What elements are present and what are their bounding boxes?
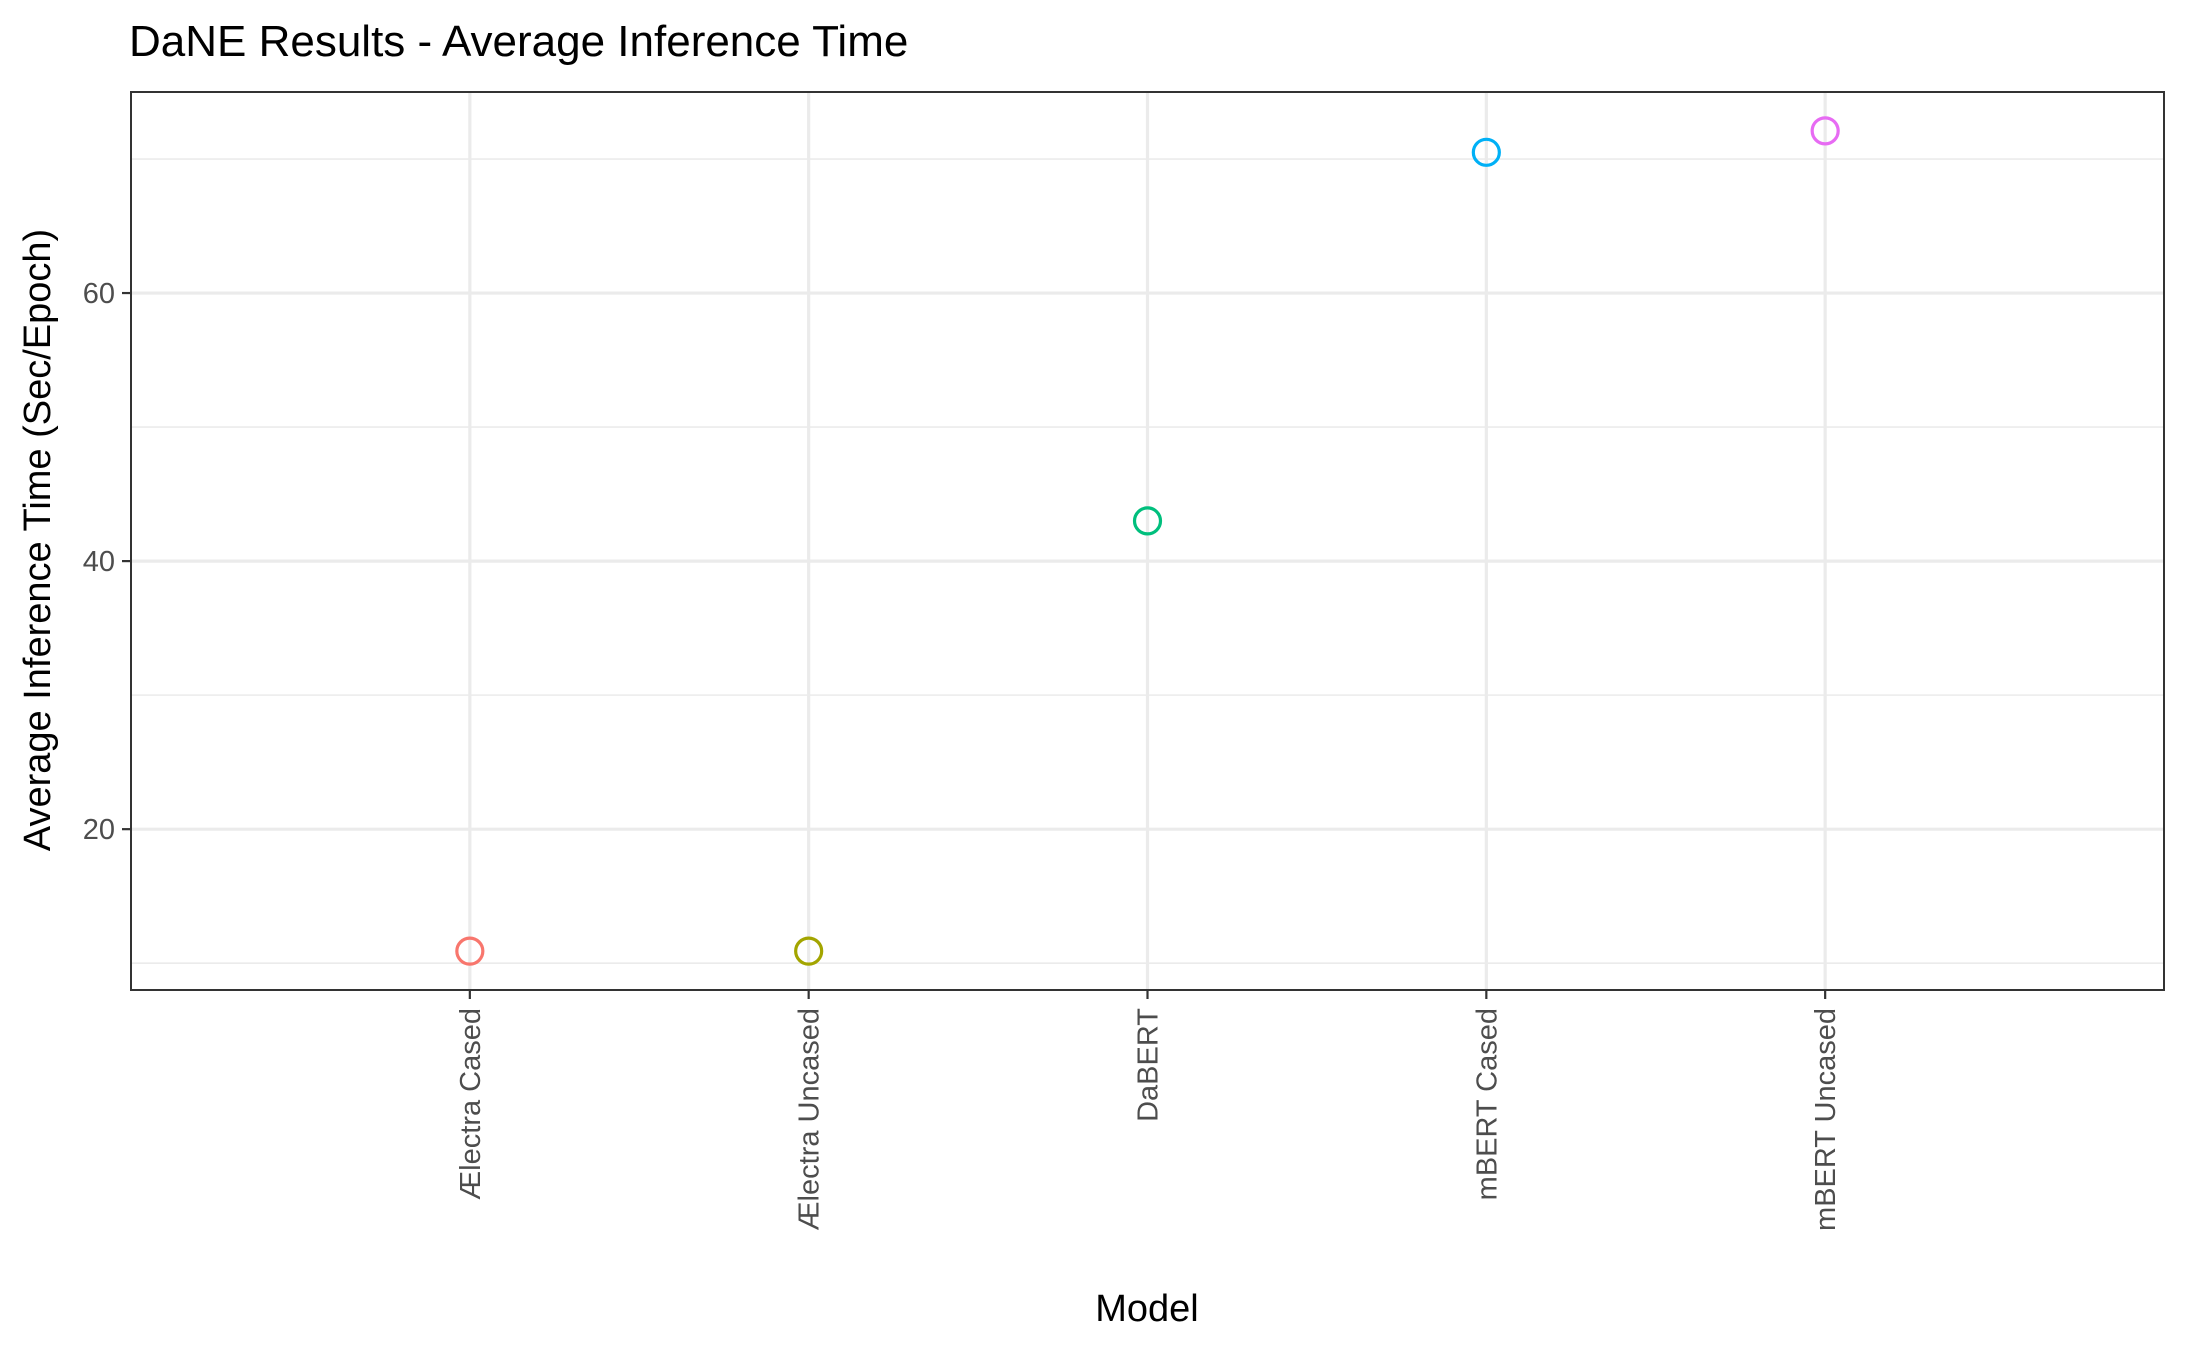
- chart-title: DaNE Results - Average Inference Time: [129, 17, 908, 66]
- y-axis-title: Average Inference Time (Sec/Epoch): [17, 229, 59, 851]
- x-tick-label: DaBERT: [1133, 1008, 1165, 1122]
- data-point: [1471, 137, 1501, 167]
- x-tick-label: Ælectra Uncased: [794, 1008, 826, 1230]
- data-point: [1132, 506, 1163, 536]
- x-axis-title: Model: [1095, 1288, 1199, 1330]
- x-tick-label: mBERT Cased: [1471, 1008, 1503, 1200]
- y-tick-label: 40: [83, 546, 115, 578]
- x-tick-label: mBERT Uncased: [1810, 1008, 1842, 1231]
- data-point: [794, 936, 824, 966]
- data-point: [1810, 116, 1840, 146]
- plot-area: 20 40 60 Ælectra Cased Ælectra Uncased DaBERT…: [83, 91, 2165, 1231]
- y-tick-label: 20: [83, 814, 115, 846]
- y-tick-label: 60: [83, 278, 115, 310]
- x-tick-label: Ælectra Cased: [455, 1008, 487, 1200]
- data-point: [455, 936, 485, 966]
